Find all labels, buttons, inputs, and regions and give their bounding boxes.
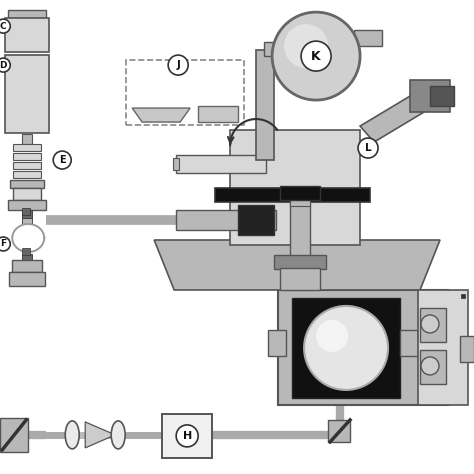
Polygon shape [132, 108, 190, 122]
Circle shape [176, 425, 198, 447]
Bar [400, 330, 418, 356]
Bar [22, 254, 32, 260]
Bar [22, 208, 30, 215]
Bar [8, 10, 46, 18]
Text: L: L [365, 143, 371, 153]
Circle shape [0, 58, 10, 72]
Ellipse shape [111, 421, 125, 449]
Bar [215, 188, 370, 202]
Bar [280, 186, 320, 200]
Bar [22, 210, 32, 218]
Bar [290, 200, 310, 206]
Circle shape [0, 237, 10, 251]
Bar [292, 298, 400, 398]
Circle shape [284, 24, 328, 68]
Ellipse shape [316, 320, 348, 352]
Text: E: E [59, 155, 65, 165]
Bar [410, 80, 450, 112]
Bar [274, 255, 326, 269]
Bar [238, 205, 274, 235]
Bar [420, 308, 446, 342]
Circle shape [272, 12, 360, 100]
Text: K: K [311, 50, 321, 63]
Bar [5, 55, 49, 133]
Bar [22, 134, 32, 144]
Bar [5, 18, 49, 52]
Bar [461, 294, 465, 298]
Text: D: D [0, 61, 7, 70]
Bar [10, 180, 44, 188]
Bar [354, 30, 382, 46]
Text: C: C [0, 22, 7, 31]
Bar [13, 171, 41, 178]
Bar [13, 188, 41, 200]
Circle shape [0, 19, 10, 33]
Bar [13, 162, 41, 169]
Bar [198, 106, 238, 122]
Text: F: F [0, 239, 6, 248]
Bar [290, 202, 310, 257]
Bar [176, 155, 266, 173]
Bar [420, 350, 446, 384]
Bar [256, 50, 274, 160]
Bar [280, 268, 320, 290]
Ellipse shape [304, 306, 388, 390]
Circle shape [421, 357, 439, 375]
Polygon shape [360, 96, 424, 142]
Bar [12, 260, 42, 272]
Bar [13, 144, 41, 151]
Bar [0, 418, 28, 452]
Bar [8, 200, 46, 210]
Circle shape [301, 41, 331, 71]
Bar [22, 218, 32, 224]
Bar [230, 130, 360, 245]
Bar [460, 336, 474, 362]
Bar [264, 42, 324, 56]
Text: J: J [176, 60, 180, 70]
Bar [173, 158, 179, 170]
Bar [162, 414, 212, 458]
Polygon shape [22, 230, 34, 246]
Ellipse shape [65, 421, 79, 449]
Bar [268, 330, 286, 356]
Circle shape [358, 138, 378, 158]
Polygon shape [154, 240, 440, 290]
Text: H: H [182, 431, 192, 441]
Circle shape [168, 55, 188, 75]
Polygon shape [85, 422, 115, 448]
Circle shape [53, 151, 71, 169]
Bar [278, 290, 448, 405]
Bar [13, 153, 41, 160]
Bar [176, 210, 276, 230]
Bar [316, 26, 330, 44]
Bar [430, 86, 454, 106]
Bar [9, 272, 45, 286]
Bar [22, 248, 30, 255]
Circle shape [421, 315, 439, 333]
Bar [328, 420, 350, 442]
Bar [126, 60, 244, 125]
Bar [418, 290, 468, 405]
